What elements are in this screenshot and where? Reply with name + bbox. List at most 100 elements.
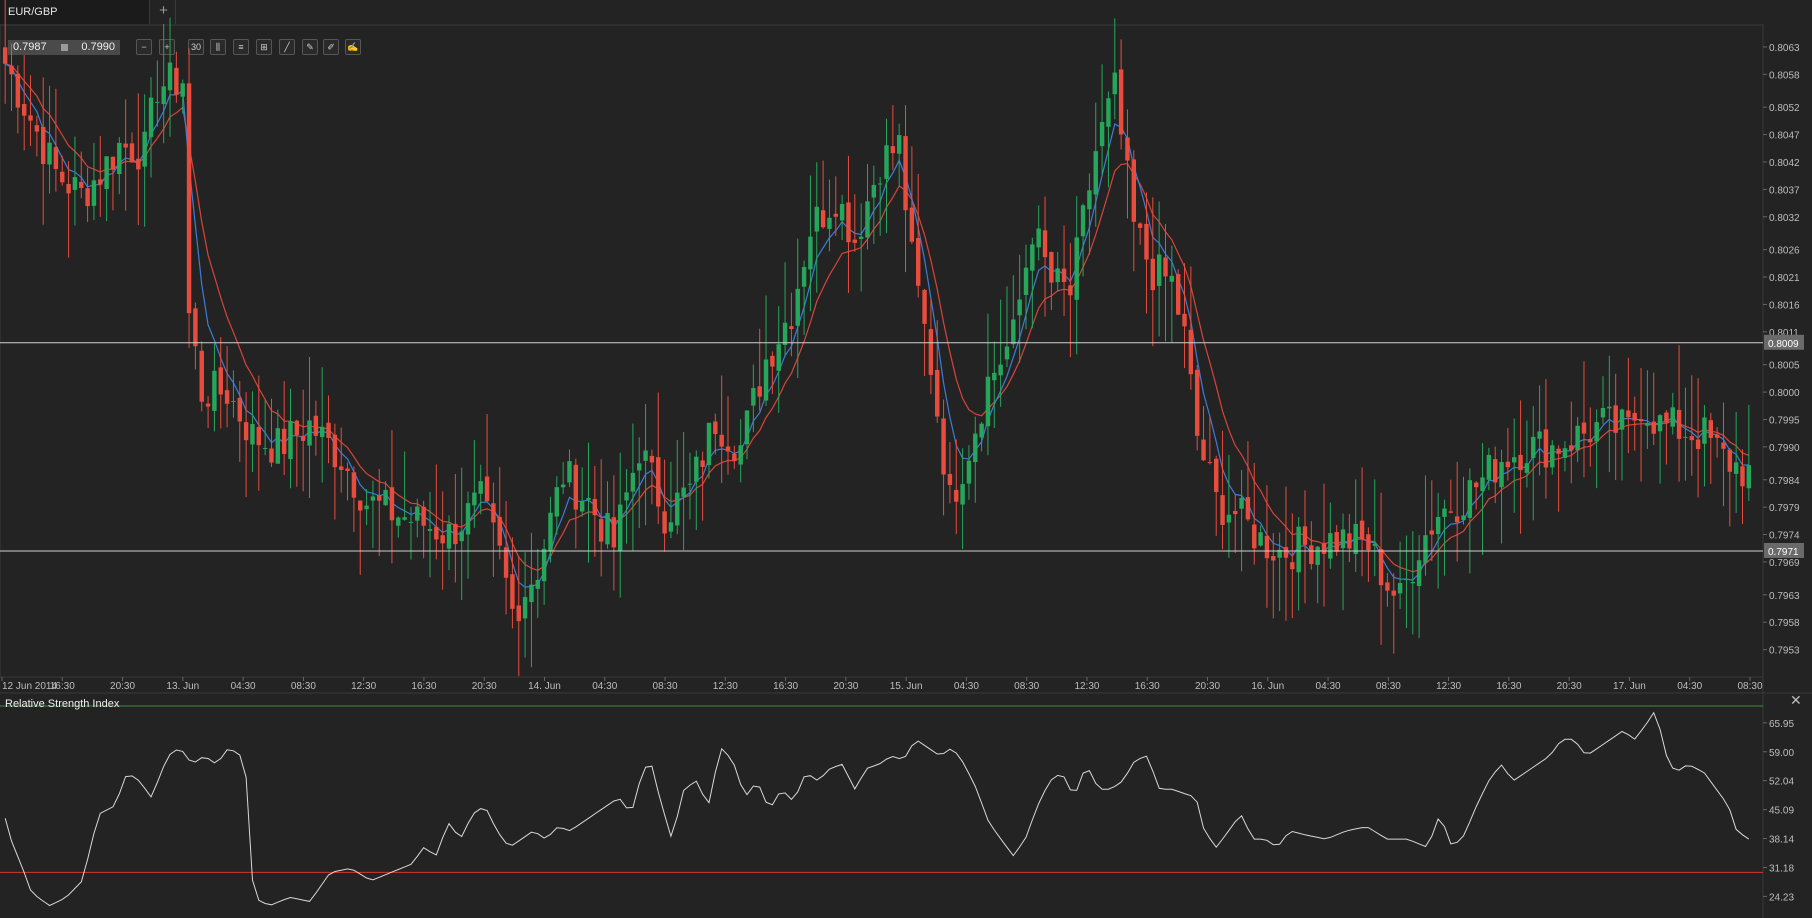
candle-body bbox=[1378, 549, 1384, 586]
x-tick-label: 16:30 bbox=[773, 681, 798, 692]
crosshair-icon[interactable]: ⊞ bbox=[256, 39, 272, 55]
zoom-out-icon[interactable]: − bbox=[136, 39, 152, 55]
candle-body bbox=[1531, 436, 1536, 458]
x-tick-label: 08:30 bbox=[1376, 681, 1401, 692]
y-tick-label: 0.8011 bbox=[1769, 328, 1799, 339]
trend-line-icon[interactable]: ╱ bbox=[279, 39, 295, 55]
y-tick-label: 0.8047 bbox=[1769, 131, 1800, 142]
candle-body bbox=[954, 489, 959, 502]
moving-average-fast bbox=[4, 63, 1749, 588]
tab-eurgbp[interactable]: EUR/GBP bbox=[0, 0, 150, 24]
candle-body bbox=[167, 62, 173, 91]
candle-body bbox=[497, 517, 502, 546]
candle-body bbox=[1524, 463, 1530, 473]
candle-body bbox=[1562, 448, 1568, 458]
candle-body bbox=[522, 597, 528, 619]
candle-body bbox=[281, 428, 287, 454]
candle-body bbox=[231, 400, 236, 402]
timeframe-button[interactable]: 30 bbox=[188, 39, 204, 55]
candle-body bbox=[396, 517, 401, 526]
y-tick-label: 0.7953 bbox=[1769, 646, 1800, 657]
add-tab-button[interactable]: + bbox=[152, 0, 176, 24]
zoom-in-icon[interactable]: + bbox=[159, 39, 175, 55]
candle-body bbox=[1626, 410, 1631, 418]
candle-body bbox=[1670, 407, 1675, 427]
candle-body bbox=[1746, 465, 1752, 489]
candle-body bbox=[1499, 462, 1504, 488]
y-tick-label: 0.7995 bbox=[1769, 415, 1800, 426]
candle-body bbox=[998, 364, 1003, 376]
candle-body bbox=[1550, 445, 1555, 468]
candle-body bbox=[60, 171, 65, 183]
candle-body bbox=[129, 143, 135, 163]
candle-body bbox=[440, 535, 445, 544]
rsi-tick-label: 31.18 bbox=[1769, 863, 1794, 874]
rsi-tick-label: 65.95 bbox=[1769, 719, 1794, 730]
candle-body bbox=[1321, 543, 1327, 554]
candle-body bbox=[865, 201, 870, 238]
candle-body bbox=[155, 101, 160, 103]
candlestick-icon[interactable]: ⫼ bbox=[210, 39, 226, 55]
candle-body bbox=[1131, 159, 1137, 222]
price-level-badge bbox=[1764, 334, 1804, 350]
candle-body bbox=[1036, 228, 1041, 248]
candle-body bbox=[1657, 415, 1663, 432]
indicators-icon[interactable]: ≡ bbox=[233, 39, 249, 55]
candle-body bbox=[40, 126, 46, 165]
candle-body bbox=[1258, 532, 1263, 546]
candle-body bbox=[1049, 252, 1054, 283]
candle-body bbox=[358, 500, 363, 511]
x-tick-label: 17. Jun bbox=[1613, 681, 1646, 692]
candle-body bbox=[687, 483, 693, 485]
candle-body bbox=[643, 450, 648, 461]
candle-body bbox=[1359, 520, 1365, 540]
brush-icon[interactable]: ✍ bbox=[345, 39, 361, 55]
candle-body bbox=[1727, 449, 1733, 472]
candle-body bbox=[751, 388, 756, 406]
bid-price: 0.7987 bbox=[13, 41, 47, 53]
candle-body bbox=[1366, 534, 1371, 551]
candle-body bbox=[307, 420, 312, 446]
close-indicator-icon[interactable]: ✕ bbox=[1790, 692, 1802, 708]
candle-body bbox=[617, 504, 623, 551]
candle-body bbox=[839, 204, 845, 221]
candle-body bbox=[789, 326, 794, 330]
x-tick-label: 12:30 bbox=[1074, 681, 1099, 692]
candle-body bbox=[1512, 457, 1517, 463]
candle-body bbox=[1695, 439, 1701, 450]
y-tick-label: 0.7974 bbox=[1769, 531, 1800, 542]
edit-icon[interactable]: ✐ bbox=[323, 39, 339, 55]
candle-body bbox=[212, 370, 217, 411]
x-tick-label: 14. Jun bbox=[528, 681, 561, 692]
candle-body bbox=[985, 376, 991, 427]
candle-body bbox=[1182, 313, 1187, 327]
candle-body bbox=[1708, 420, 1714, 439]
draw-pencil-icon[interactable]: ✎ bbox=[302, 39, 318, 55]
candle-body bbox=[9, 65, 14, 75]
candle-body bbox=[351, 472, 357, 498]
candle-body bbox=[1435, 516, 1441, 535]
y-tick-label: 0.7984 bbox=[1769, 476, 1800, 487]
candle-body bbox=[1023, 267, 1029, 295]
candle-body bbox=[1423, 535, 1428, 563]
candle-body bbox=[1271, 556, 1276, 561]
candle-body bbox=[313, 415, 319, 436]
candle-body bbox=[345, 468, 350, 471]
candle-body bbox=[332, 434, 338, 468]
candle-body bbox=[47, 142, 52, 165]
x-tick-label: 04:30 bbox=[1677, 681, 1702, 692]
y-tick-label: 0.7969 bbox=[1769, 558, 1800, 569]
candle-body bbox=[706, 422, 712, 466]
candle-body bbox=[662, 511, 667, 534]
candle-body bbox=[1372, 543, 1377, 546]
candle-body bbox=[199, 350, 204, 402]
candle-body bbox=[21, 104, 27, 116]
candle-body bbox=[960, 484, 965, 505]
y-tick-label: 0.8063 bbox=[1769, 43, 1800, 54]
price-level-label: 0.8009 bbox=[1768, 339, 1799, 350]
candle-body bbox=[877, 183, 883, 185]
x-tick-label: 16:30 bbox=[1496, 681, 1521, 692]
candle-body bbox=[1163, 257, 1168, 277]
candle-body bbox=[1156, 254, 1162, 286]
